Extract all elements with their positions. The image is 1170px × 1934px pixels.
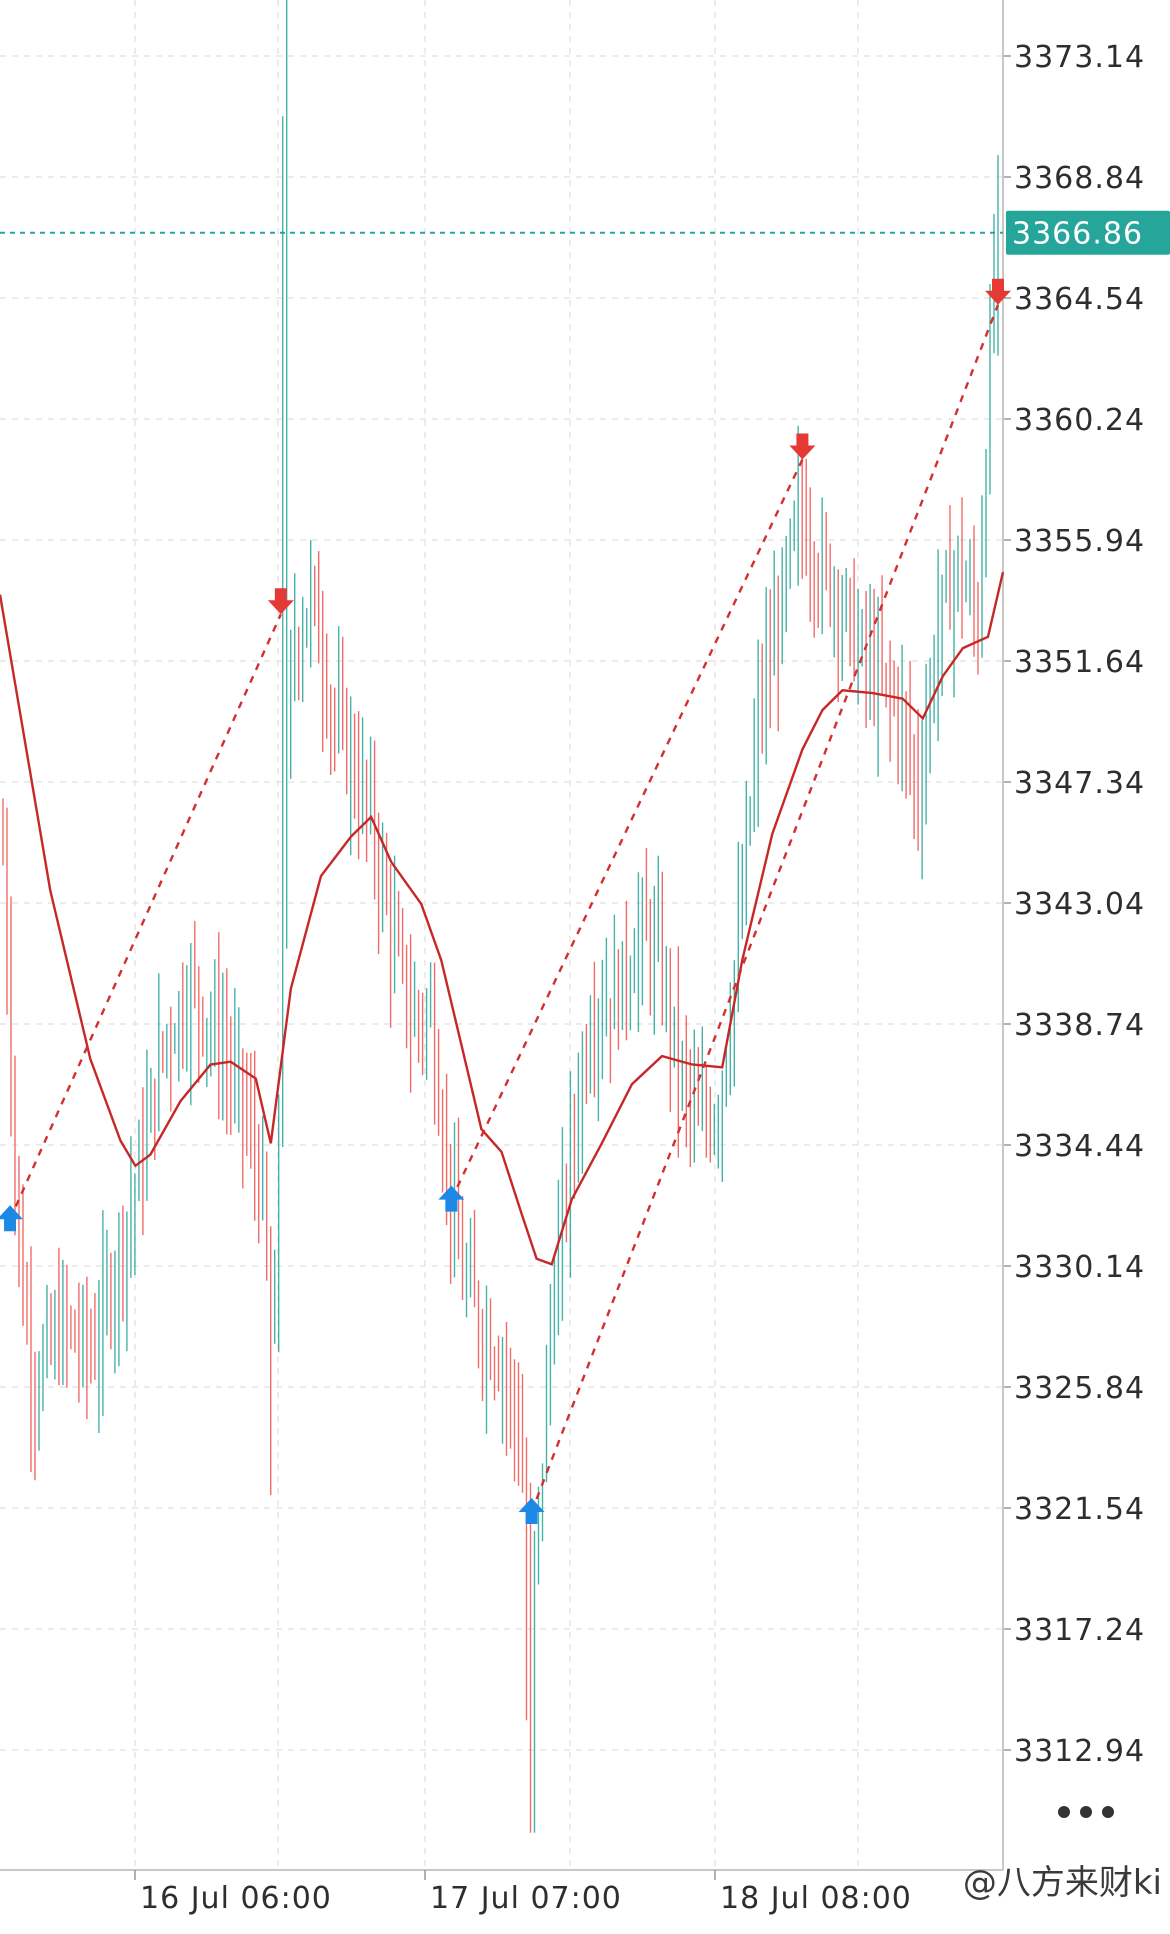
sell-arrow-icon bbox=[984, 278, 1011, 305]
y-tick-label: 3317.24 bbox=[1014, 1613, 1145, 1648]
y-tick-label: 3368.84 bbox=[1014, 161, 1145, 196]
buy-arrow-icon bbox=[518, 1497, 545, 1524]
y-tick-label: 3364.54 bbox=[1014, 282, 1145, 317]
y-tick-label: 3351.64 bbox=[1014, 645, 1145, 680]
y-tick-label: 3330.14 bbox=[1014, 1250, 1145, 1285]
buy-arrow-icon bbox=[0, 1205, 24, 1232]
current-price-tag bbox=[1006, 210, 1170, 255]
current-price-label: 3366.86 bbox=[1012, 217, 1143, 252]
y-tick-label: 3343.04 bbox=[1014, 887, 1145, 922]
trade-connector-line bbox=[450, 459, 804, 1201]
y-tick-label: 3355.94 bbox=[1014, 524, 1145, 559]
more-dot bbox=[1102, 1806, 1114, 1818]
y-tick-label: 3347.34 bbox=[1014, 766, 1145, 801]
buy-arrow-icon bbox=[438, 1185, 465, 1212]
sell-arrow-icon bbox=[789, 433, 816, 460]
x-tick-label: 16 Jul 06:00 bbox=[140, 1881, 332, 1916]
more-dot bbox=[1058, 1806, 1070, 1818]
y-tick-label: 3334.44 bbox=[1014, 1129, 1145, 1164]
trade-connector-line bbox=[8, 613, 282, 1220]
sell-arrow-icon bbox=[267, 588, 294, 615]
y-tick-label: 3312.94 bbox=[1014, 1734, 1145, 1769]
moving-average-line bbox=[0, 571, 1005, 1266]
more-horizontal-icon[interactable] bbox=[1058, 1800, 1118, 1824]
y-tick-label: 3360.24 bbox=[1014, 403, 1145, 438]
x-tick-label: 17 Jul 07:00 bbox=[430, 1881, 622, 1916]
more-dot bbox=[1080, 1806, 1092, 1818]
y-tick-label: 3338.74 bbox=[1014, 1008, 1145, 1043]
trade-connector-line bbox=[530, 304, 1000, 1513]
y-tick-label: 3321.54 bbox=[1014, 1492, 1145, 1527]
y-tick-label: 3325.84 bbox=[1014, 1371, 1145, 1406]
x-tick-label: 18 Jul 08:00 bbox=[720, 1881, 912, 1916]
watermark: @八方来财ki bbox=[962, 1863, 1162, 1903]
y-tick-label: 3373.14 bbox=[1014, 40, 1145, 75]
